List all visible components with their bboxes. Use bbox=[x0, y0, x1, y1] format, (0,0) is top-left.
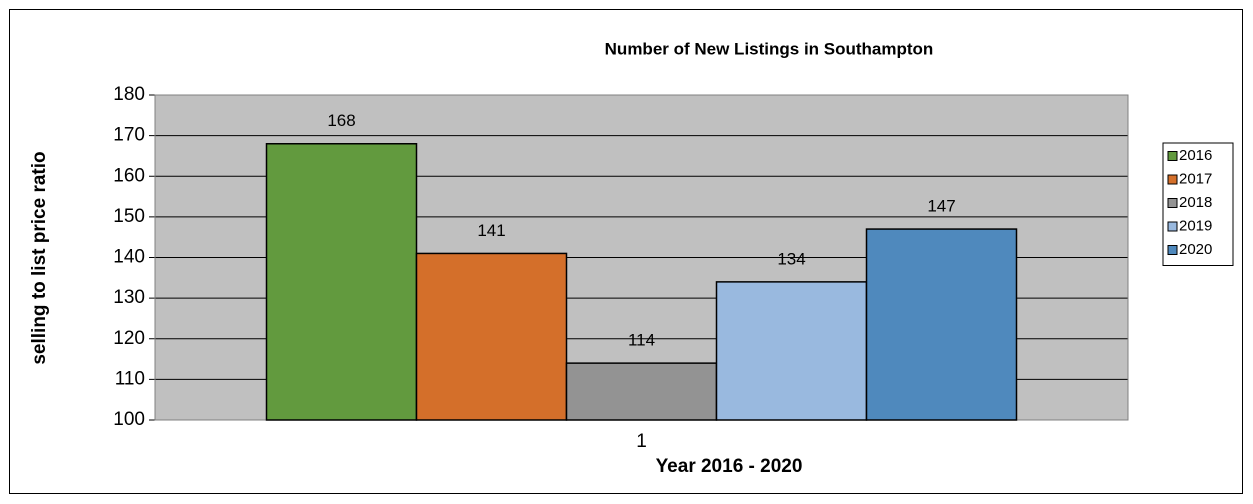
y-tick-label: 100 bbox=[113, 409, 145, 430]
bar bbox=[865, 228, 1018, 421]
y-tick-label: 180 bbox=[113, 84, 145, 105]
y-tick-label: 140 bbox=[113, 247, 145, 268]
y-tick-label: 120 bbox=[113, 328, 145, 349]
x-axis-label: Year 2016 - 2020 bbox=[656, 456, 803, 477]
data-label: 168 bbox=[327, 111, 355, 130]
legend-swatch bbox=[1167, 198, 1178, 208]
y-axis-label: selling to list price ratio bbox=[29, 151, 50, 364]
y-tick-label: 170 bbox=[113, 125, 145, 146]
legend-label: 2016 bbox=[1179, 147, 1212, 164]
legend-label: 2019 bbox=[1179, 217, 1212, 234]
legend-swatch bbox=[1167, 245, 1178, 255]
data-label: 147 bbox=[927, 197, 955, 216]
bar bbox=[715, 281, 868, 421]
y-tick-label: 130 bbox=[113, 287, 145, 308]
data-label: 134 bbox=[777, 249, 805, 268]
data-label: 114 bbox=[628, 331, 655, 350]
chart-title: Number of New Listings in Southampton bbox=[605, 39, 934, 58]
legend-label: 2017 bbox=[1179, 170, 1212, 187]
y-tick-label: 160 bbox=[113, 165, 145, 186]
bar bbox=[565, 362, 718, 421]
legend-swatch bbox=[1167, 151, 1178, 161]
legend-label: 2020 bbox=[1179, 241, 1212, 258]
y-tick-label: 110 bbox=[115, 368, 145, 389]
bar bbox=[265, 143, 418, 421]
y-tick-label: 150 bbox=[113, 206, 145, 227]
x-tick-label: 1 bbox=[636, 431, 647, 452]
bar bbox=[415, 252, 568, 421]
legend-swatch bbox=[1167, 221, 1178, 232]
legend-swatch bbox=[1167, 174, 1178, 185]
legend-label: 2018 bbox=[1179, 194, 1212, 211]
data-label: 141 bbox=[477, 221, 505, 240]
